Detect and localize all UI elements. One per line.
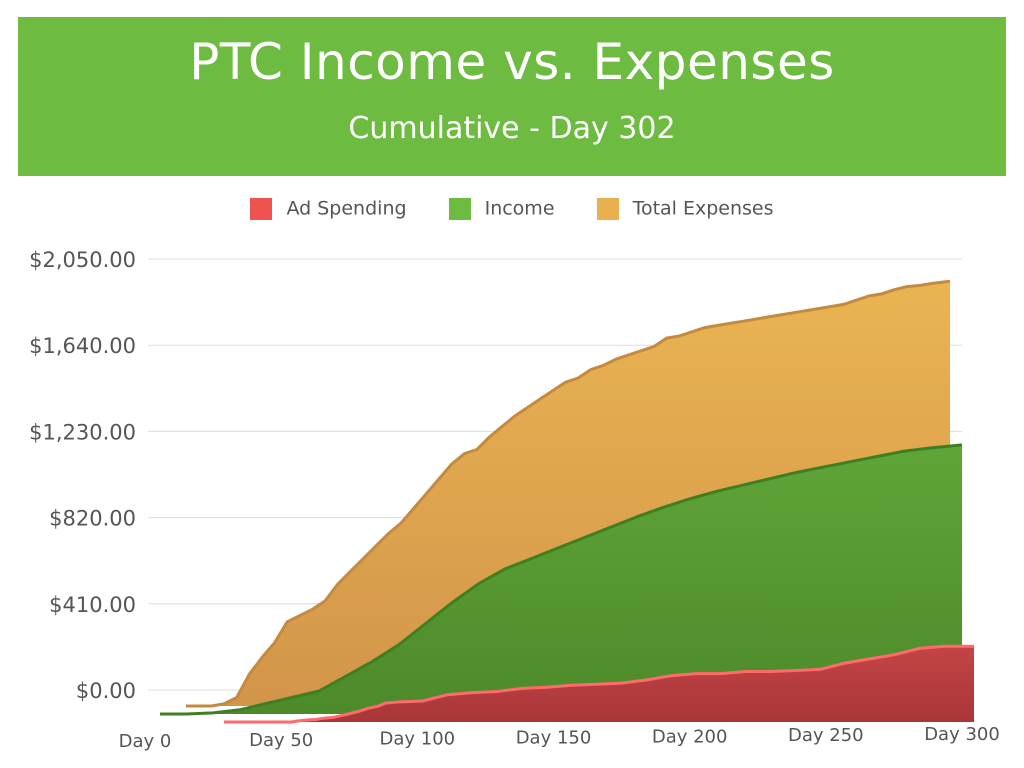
x-tick-label: Day 200 — [652, 726, 728, 747]
x-tick-label: Day 150 — [516, 728, 592, 749]
legend-label-total-expenses: Total Expenses — [632, 197, 774, 220]
x-tick-label: Day 50 — [249, 730, 313, 751]
chart-subtitle: Cumulative - Day 302 — [348, 111, 676, 146]
legend: Ad Spending Income Total Expenses — [0, 197, 1024, 227]
y-tick-label: $410.00 — [49, 593, 136, 617]
legend-swatch-ad-spending — [250, 197, 273, 220]
y-tick-label: $2,050.00 — [29, 248, 136, 272]
legend-swatch-total-expenses — [596, 197, 619, 220]
x-tick-label: Day 300 — [924, 724, 1000, 745]
plot-area — [160, 279, 974, 724]
legend-item-ad-spending: Ad Spending — [250, 197, 407, 220]
y-tick-label: $0.00 — [76, 679, 136, 703]
x-axis: Day 0 Day 50 Day 100 Day 150 Day 200 Day 250 D… — [119, 724, 1000, 752]
legend-label-income: Income — [484, 197, 555, 220]
legend-label-ad-spending: Ad Spending — [286, 197, 407, 220]
series-ad-spending-top-edge — [224, 644, 974, 724]
series-total-expenses-top-edge — [186, 279, 951, 708]
y-tick-label: $820.00 — [49, 507, 136, 531]
x-tick-label: Day 100 — [380, 729, 456, 750]
y-tick-label: $1,640.00 — [29, 334, 136, 358]
x-tick-label: Day 250 — [788, 725, 864, 746]
chart-title: PTC Income vs. Expenses — [189, 33, 835, 91]
x-tick-label: Day 0 — [119, 731, 172, 752]
legend-swatch-income — [448, 197, 471, 220]
series-income-area — [160, 444, 962, 714]
legend-item-income: Income — [448, 197, 555, 220]
legend-item-total-expenses: Total Expenses — [596, 197, 774, 220]
title-banner: PTC Income vs. Expenses Cumulative - Day… — [18, 17, 1006, 176]
series-income-top-edge — [160, 443, 963, 716]
y-axis: $0.00 $410.00 $820.00 $1,230.00 $1,640.00 $2,… — [29, 248, 136, 703]
y-tick-label: $1,230.00 — [29, 420, 136, 444]
